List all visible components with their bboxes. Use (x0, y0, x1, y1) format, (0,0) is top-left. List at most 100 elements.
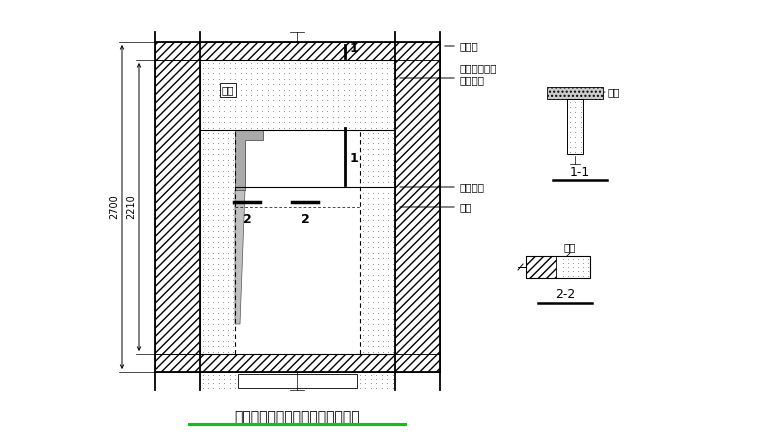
Point (223, 384, 236, 391)
Point (332, 59, 344, 66)
Point (196, 384, 208, 391)
Point (207, 129, 219, 136)
Point (305, 118, 317, 126)
Point (375, 118, 388, 126)
Point (372, 173, 384, 180)
Point (359, 65, 372, 72)
Point (196, 260, 208, 267)
Point (211, 299, 223, 306)
Point (202, 102, 214, 109)
Point (366, 167, 378, 174)
Point (359, 380, 372, 387)
Point (221, 200, 233, 207)
Point (196, 337, 208, 344)
Point (201, 315, 214, 322)
Point (382, 217, 394, 224)
Point (283, 124, 296, 131)
Point (278, 97, 290, 104)
Point (226, 288, 239, 295)
Point (386, 239, 398, 246)
Point (581, 272, 594, 279)
Point (221, 233, 233, 240)
Point (218, 80, 230, 88)
Point (310, 59, 322, 66)
Point (386, 277, 398, 284)
Point (316, 384, 328, 391)
Point (261, 375, 274, 382)
Point (211, 239, 223, 246)
Point (217, 233, 229, 240)
Point (283, 118, 296, 126)
Point (365, 113, 377, 120)
Point (572, 268, 584, 275)
Point (201, 145, 214, 152)
Point (375, 65, 388, 72)
Point (211, 255, 223, 262)
Point (245, 124, 258, 131)
Point (240, 113, 252, 120)
Point (267, 375, 279, 382)
Point (362, 156, 374, 164)
Point (289, 371, 301, 378)
Point (365, 80, 377, 88)
Point (267, 65, 279, 72)
Point (283, 375, 296, 382)
Point (256, 384, 268, 391)
Point (201, 162, 214, 169)
Point (305, 124, 317, 131)
Point (366, 206, 378, 213)
Point (566, 263, 578, 271)
Point (201, 200, 214, 207)
Point (556, 255, 568, 262)
Point (376, 260, 388, 267)
Point (386, 343, 398, 350)
Point (321, 108, 334, 115)
Point (343, 86, 355, 93)
Point (370, 118, 382, 126)
Point (348, 75, 360, 82)
Text: 连梁: 连梁 (607, 87, 619, 97)
Point (354, 91, 366, 99)
Point (207, 156, 219, 164)
Point (272, 124, 284, 131)
Point (226, 228, 239, 235)
Point (354, 65, 366, 72)
Point (221, 239, 233, 246)
Point (359, 118, 372, 126)
Point (576, 263, 588, 271)
Point (365, 375, 377, 382)
Point (327, 59, 339, 66)
Point (201, 156, 214, 164)
Point (310, 124, 322, 131)
Point (217, 129, 229, 136)
Point (305, 384, 317, 391)
Point (354, 124, 366, 131)
Point (343, 91, 355, 99)
Point (201, 348, 214, 355)
Point (196, 91, 208, 99)
Point (226, 206, 239, 213)
Point (356, 293, 369, 300)
Text: 2: 2 (242, 213, 252, 226)
Bar (526, 256, 556, 278)
Text: 2210: 2210 (126, 194, 136, 219)
Point (294, 97, 306, 104)
Point (226, 145, 239, 152)
Point (211, 206, 223, 213)
Point (356, 222, 369, 229)
Point (207, 260, 219, 267)
Point (310, 65, 322, 72)
Point (267, 80, 279, 88)
Point (211, 315, 223, 322)
Point (366, 271, 378, 278)
Point (240, 65, 252, 72)
Point (207, 337, 219, 344)
Point (386, 59, 398, 66)
Text: 暗柱: 暗柱 (564, 242, 577, 252)
Point (229, 65, 241, 72)
Point (381, 113, 393, 120)
Point (365, 59, 377, 66)
Point (201, 255, 214, 262)
Point (223, 75, 236, 82)
Point (196, 80, 208, 88)
